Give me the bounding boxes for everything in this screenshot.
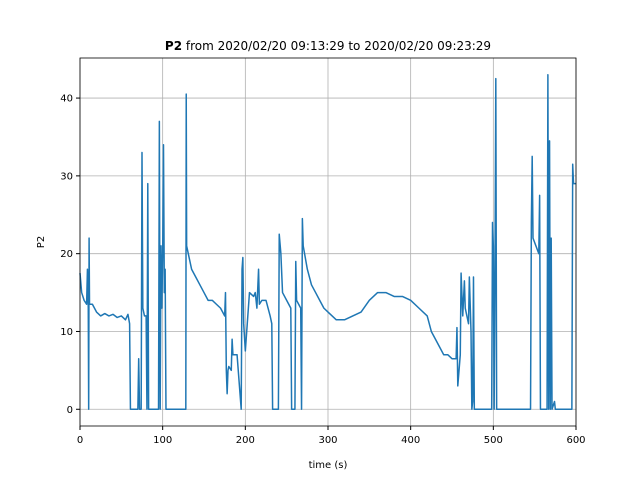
chart-title: P2 from 2020/02/20 09:13:29 to 2020/02/2… (165, 39, 491, 53)
x-tick-label: 0 (77, 435, 83, 446)
x-tick-label: 500 (484, 435, 503, 446)
y-axis-label: P2 (36, 236, 47, 248)
y-tick-label: 10 (60, 327, 73, 338)
y-tick-label: 0 (67, 405, 73, 416)
title-bold: P2 (165, 39, 182, 53)
x-tick-label: 100 (153, 435, 172, 446)
title-rest: from 2020/02/20 09:13:29 to 2020/02/20 0… (186, 39, 491, 53)
data-line (79, 73, 576, 411)
y-tick-label: 40 (60, 94, 73, 105)
y-tick-label: 20 (60, 249, 73, 260)
x-tick-label: 200 (236, 435, 255, 446)
x-tick-label: 300 (318, 435, 337, 446)
x-axis-label: time (s) (309, 460, 348, 471)
y-tick-label: 30 (60, 171, 73, 182)
x-tick-label: 400 (401, 435, 420, 446)
plot-frame (79, 57, 577, 427)
x-tick-label: 600 (566, 435, 585, 446)
